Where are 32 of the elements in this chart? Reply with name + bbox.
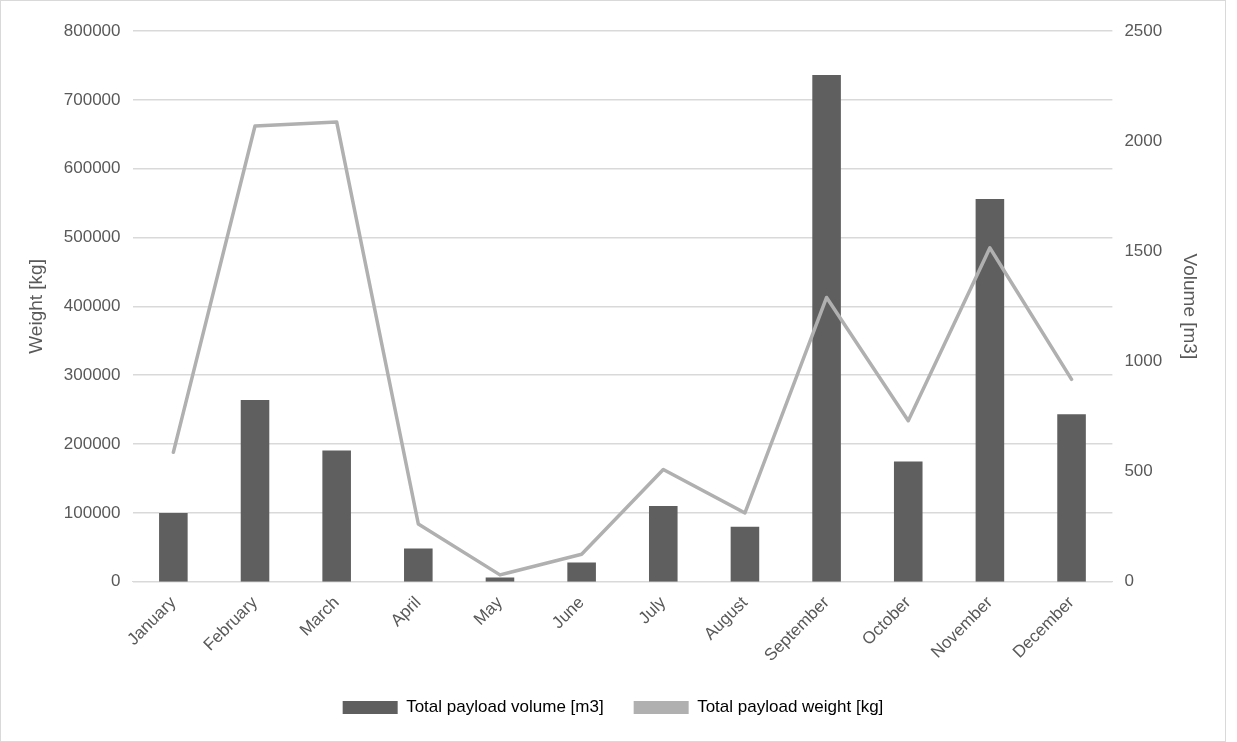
y-axis-title: Weight [kg] [24, 259, 46, 354]
y-tick-label: 300000 [63, 364, 121, 384]
bar [812, 75, 841, 582]
y-tick-label: 400000 [63, 296, 121, 316]
y-tick-label: 100000 [63, 502, 121, 522]
bar [322, 450, 351, 582]
y2-axis-title: Volume [m3] [1180, 253, 1202, 360]
y-tick-label: 700000 [63, 89, 121, 109]
y2-tick-label: 1500 [1124, 241, 1163, 260]
y2-tick-label: 0 [1124, 571, 1134, 591]
bar [975, 198, 1005, 582]
y2-tick-label: 2000 [1124, 130, 1163, 150]
y2-tick-label: 1000 [1124, 351, 1163, 371]
y2-tick-label: 500 [1124, 461, 1153, 481]
bar [648, 505, 678, 582]
y-tick-label: 0 [111, 571, 121, 591]
y-tick-label: 200000 [63, 433, 121, 453]
y2-tick-label: 2500 [1124, 20, 1163, 40]
legend-label: Total payload weight [kg] [697, 697, 884, 717]
bar [730, 526, 760, 582]
bar [893, 461, 923, 582]
bar [240, 400, 270, 582]
bar [567, 562, 596, 582]
legend-label: Total payload volume [m3] [406, 697, 604, 717]
bar [1057, 414, 1086, 582]
y-tick-label: 600000 [63, 158, 121, 178]
bar [404, 548, 433, 582]
x-tick-label: July [634, 592, 670, 628]
y-tick-label: 800000 [63, 20, 121, 40]
bar [159, 513, 188, 582]
y-tick-label: 500000 [63, 227, 121, 247]
x-tick-label: May [469, 592, 507, 629]
